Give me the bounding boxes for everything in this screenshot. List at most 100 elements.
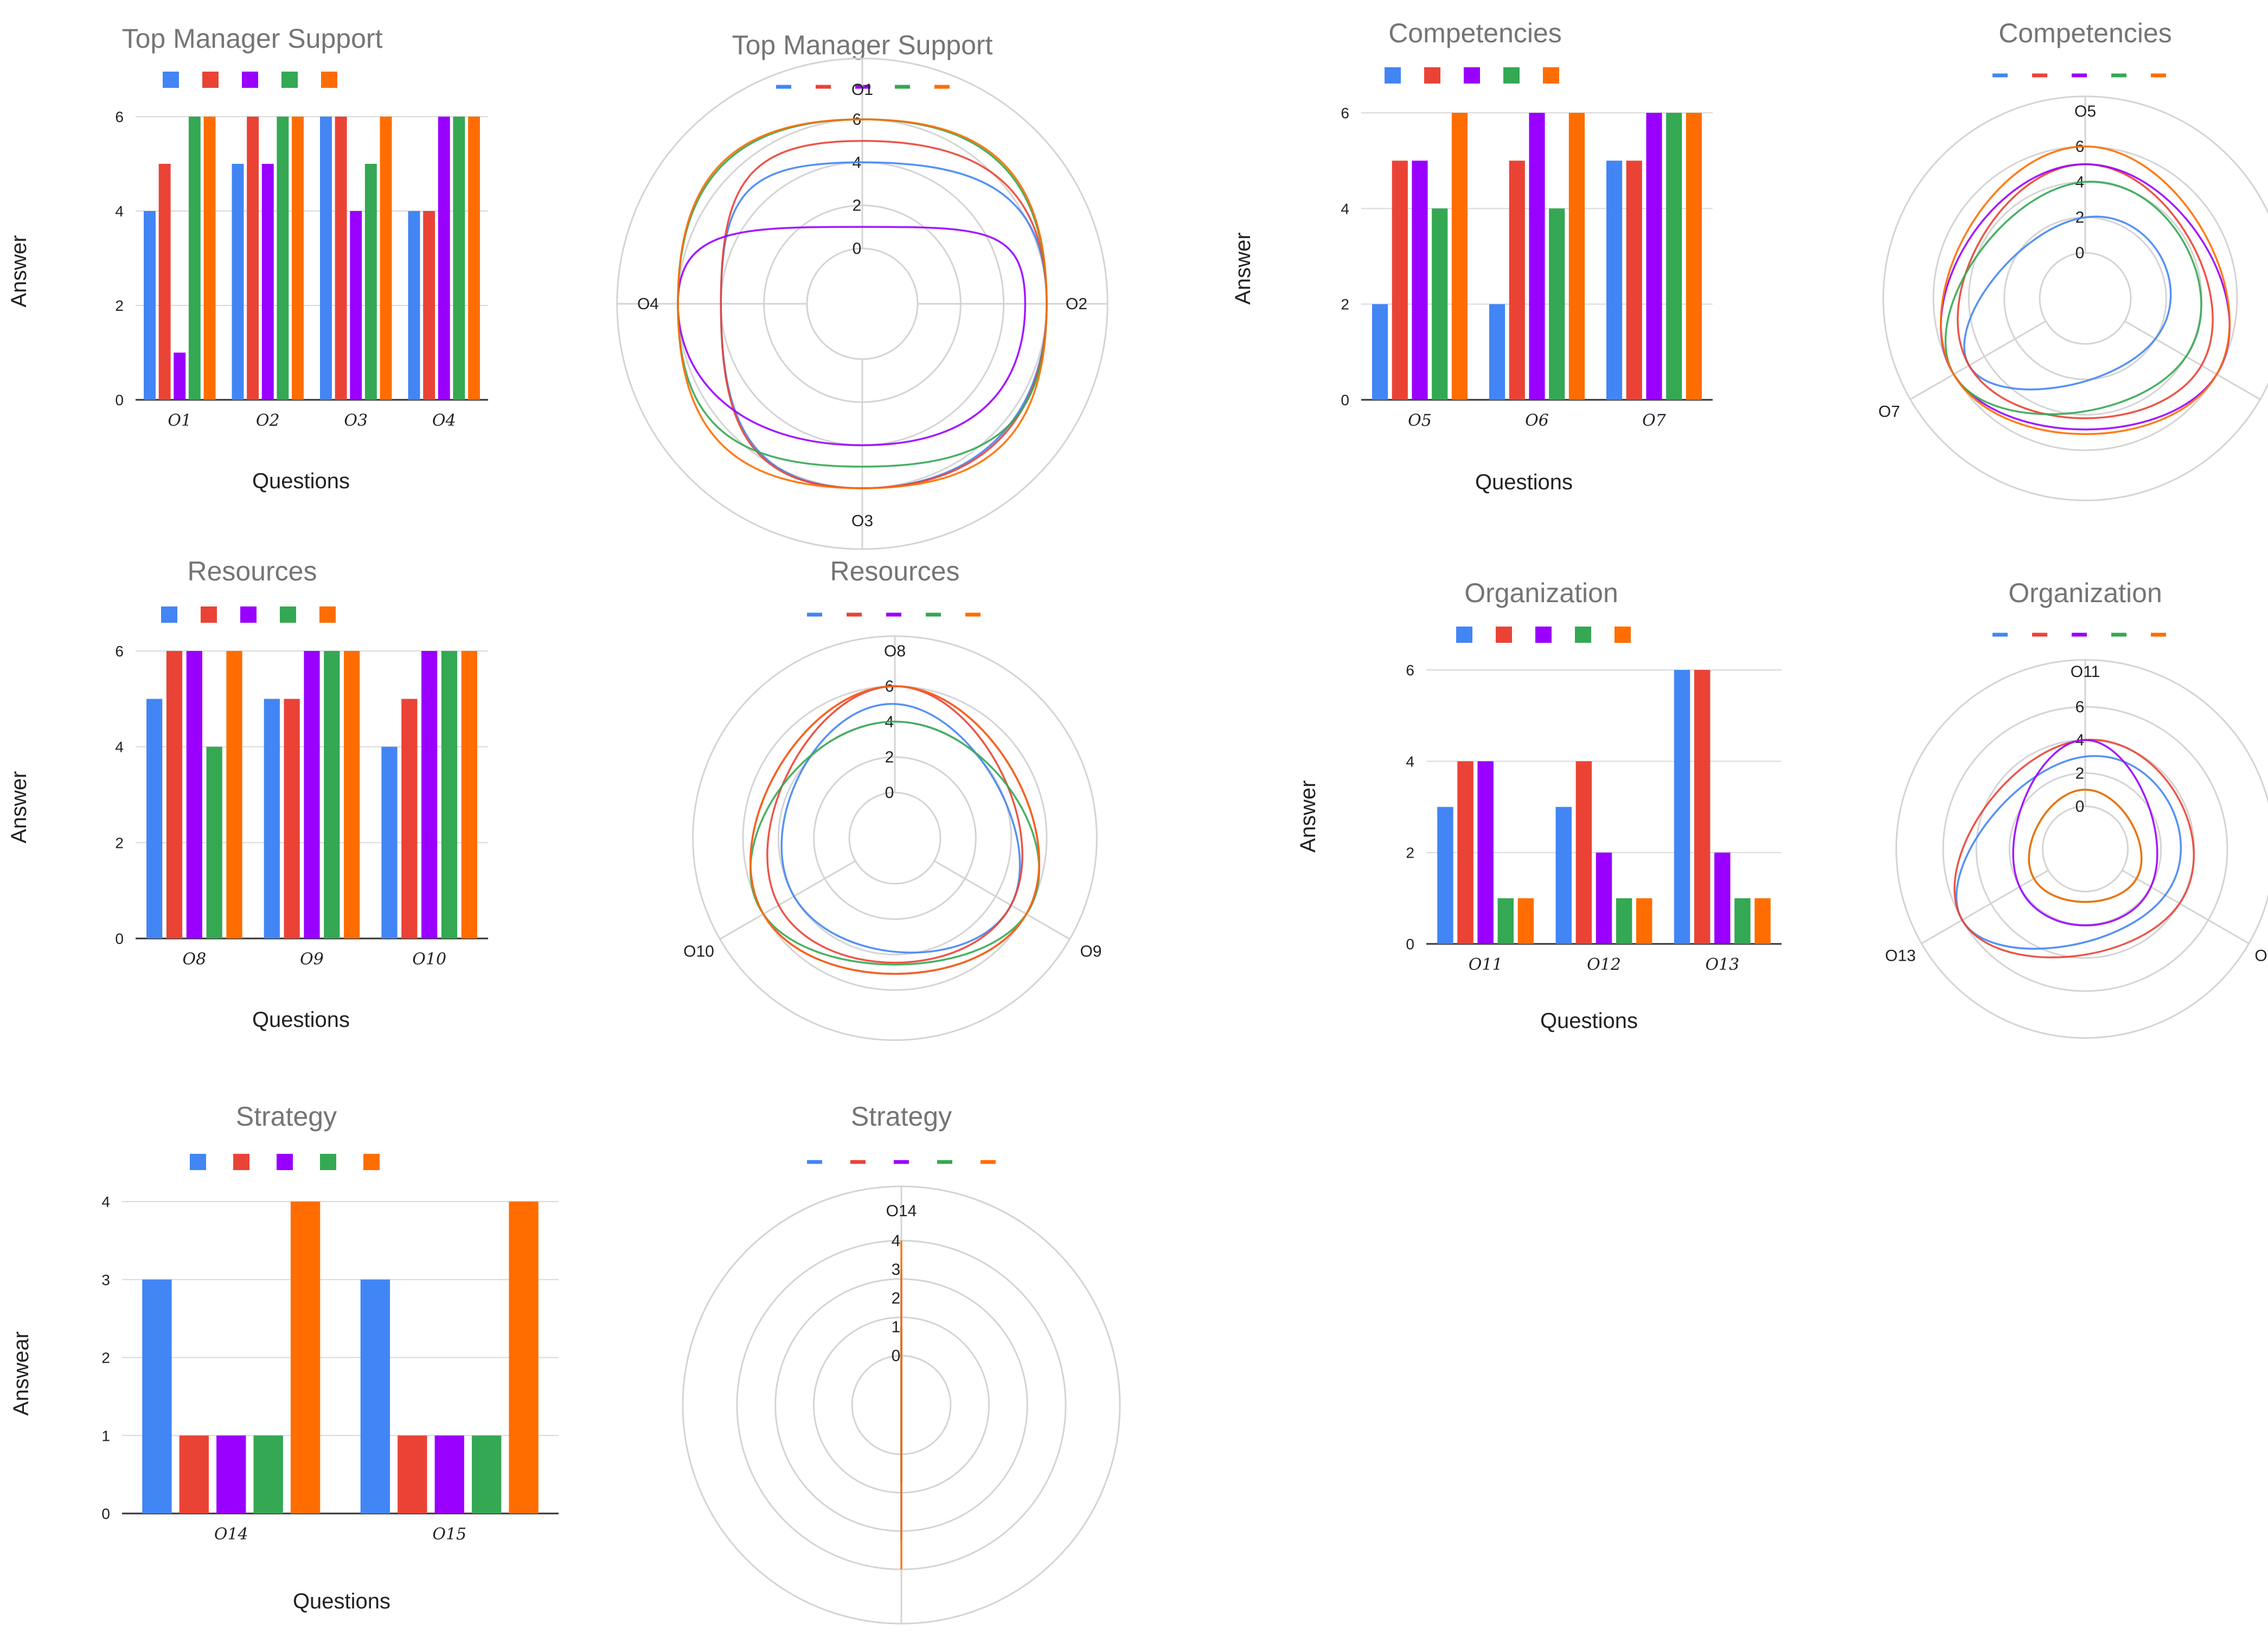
- x-tick-label: O8: [182, 950, 206, 969]
- bar-O11-series-2: [1457, 761, 1473, 944]
- x-tick-label: O10: [412, 950, 446, 969]
- radar-series-2: [1957, 163, 2214, 419]
- radar-series-2: [720, 139, 1048, 489]
- bar-O6-series-5: [1568, 113, 1585, 400]
- bar-O5-series-4: [1432, 208, 1448, 400]
- bar-O15-series-5: [509, 1202, 539, 1513]
- chart-title: Competencies: [1388, 18, 1562, 48]
- x-tick-label: O2: [256, 411, 280, 430]
- radar-axis-label: O2: [1066, 295, 1087, 313]
- bar-O15-series-4: [472, 1435, 502, 1513]
- bar-O3-series-5: [380, 117, 392, 400]
- radar-series-1: [1963, 215, 2172, 391]
- y-tick-label: 0: [1406, 936, 1414, 953]
- bar-O7-series-4: [1666, 113, 1682, 400]
- x-axis-label: Questions: [293, 1589, 390, 1613]
- radar-series-2: [766, 685, 1023, 964]
- legend-swatch-4: [281, 72, 298, 88]
- bar-O14-series-4: [253, 1435, 283, 1513]
- bar-O4-series-4: [453, 117, 465, 400]
- bar-O13-series-4: [1734, 898, 1751, 944]
- x-tick-label: O1: [168, 411, 191, 430]
- bar-O13-series-2: [1694, 670, 1710, 944]
- radar-tick-label: 0: [885, 784, 894, 802]
- bar-O10-series-3: [421, 651, 438, 938]
- y-tick-label: 2: [115, 297, 124, 314]
- bar-chart-res_bar: Resources 0 2 4 6 O8 O9 O10 Questions Answer: [7, 556, 488, 1032]
- radar-tick-label: 1: [892, 1318, 901, 1336]
- legend-swatch-3: [1464, 67, 1480, 84]
- bar-O13-series-5: [1754, 898, 1771, 944]
- bar-O15-series-3: [434, 1435, 464, 1513]
- bar-chart-comp_bar: Competencies 0 2 4 6 O5 O6 O7 Questions Answer: [1231, 18, 1713, 494]
- radar-series-1: [780, 702, 1021, 954]
- bar-O10-series-4: [441, 651, 458, 938]
- bar-O4-series-2: [423, 211, 435, 400]
- legend-swatch-3: [242, 72, 258, 88]
- bar-O1-series-4: [188, 117, 201, 400]
- bar-O7-series-3: [1646, 113, 1662, 400]
- bar-O6-series-2: [1509, 161, 1525, 400]
- legend-swatch-5: [319, 606, 336, 623]
- radar-grid-ring: [2041, 805, 2129, 893]
- x-axis-label: Questions: [252, 1008, 350, 1032]
- bar-O1-series-3: [174, 353, 186, 400]
- bar-O2-series-5: [292, 117, 304, 400]
- radar-spoke: [2124, 320, 2261, 400]
- y-tick-label: 6: [115, 108, 124, 125]
- bar-O9-series-1: [264, 699, 280, 938]
- bar-O2-series-4: [277, 117, 289, 400]
- legend-swatch-4: [1575, 627, 1591, 643]
- bar-O8-series-1: [146, 699, 163, 938]
- bar-O6-series-1: [1489, 304, 1505, 400]
- legend-swatch-2: [233, 1154, 249, 1170]
- legend-swatch-1: [190, 1154, 206, 1170]
- y-axis-label: Answer: [1231, 232, 1255, 304]
- radar-tick-label: 0: [2075, 244, 2085, 262]
- radar-series-1: [720, 161, 1048, 489]
- bar-O10-series-5: [461, 651, 477, 938]
- radar-spoke: [2122, 870, 2250, 944]
- bar-O3-series-1: [320, 117, 332, 400]
- x-axis-label: Questions: [1540, 1009, 1638, 1033]
- y-tick-label: 4: [115, 203, 124, 220]
- x-tick-label: O11: [1469, 955, 1503, 974]
- radar-series-4: [749, 720, 1040, 966]
- radar-axis-label: O3: [851, 512, 873, 530]
- y-tick-label: 2: [1341, 296, 1349, 313]
- bar-O10-series-2: [401, 699, 418, 938]
- bar-O11-series-5: [1517, 898, 1534, 944]
- radar-series-5: [2028, 789, 2143, 903]
- legend-swatch-2: [202, 72, 219, 88]
- bar-chart-org_bar: Organization 0 2 4 6 O11 O12 O13 Questions Answer: [1296, 578, 1782, 1033]
- radar-axis-label: O11: [2071, 663, 2100, 681]
- y-tick-label: 0: [1341, 392, 1349, 408]
- chart-title: Top Manager Support: [732, 30, 993, 60]
- bar-O12-series-2: [1575, 761, 1592, 944]
- legend-swatch-4: [280, 606, 296, 623]
- bar-O7-series-2: [1626, 161, 1642, 400]
- y-tick-label: 3: [101, 1272, 110, 1288]
- y-axis-label: Answer: [7, 235, 31, 307]
- bar-O11-series-4: [1497, 898, 1514, 944]
- bar-O9-series-5: [344, 651, 360, 938]
- radar-grid-ring: [806, 247, 919, 360]
- bar-O14-series-1: [142, 1279, 172, 1513]
- bar-chart-str_bar: Strategy 0 1 2 3 4 O14 O15 Questions Answear: [9, 1101, 559, 1613]
- y-tick-label: 2: [115, 834, 124, 851]
- x-tick-label: O15: [432, 1525, 466, 1544]
- legend-swatch-5: [1543, 67, 1559, 84]
- legend-swatch-5: [321, 72, 337, 88]
- bar-O7-series-1: [1606, 161, 1623, 400]
- legend-swatch-3: [1535, 627, 1552, 643]
- x-tick-label: O3: [344, 411, 368, 430]
- bar-O7-series-5: [1686, 113, 1702, 400]
- bar-O6-series-4: [1549, 208, 1565, 400]
- bar-O2-series-3: [261, 164, 274, 400]
- chart-title: Resources: [188, 556, 317, 586]
- radar-spoke: [1910, 320, 2047, 400]
